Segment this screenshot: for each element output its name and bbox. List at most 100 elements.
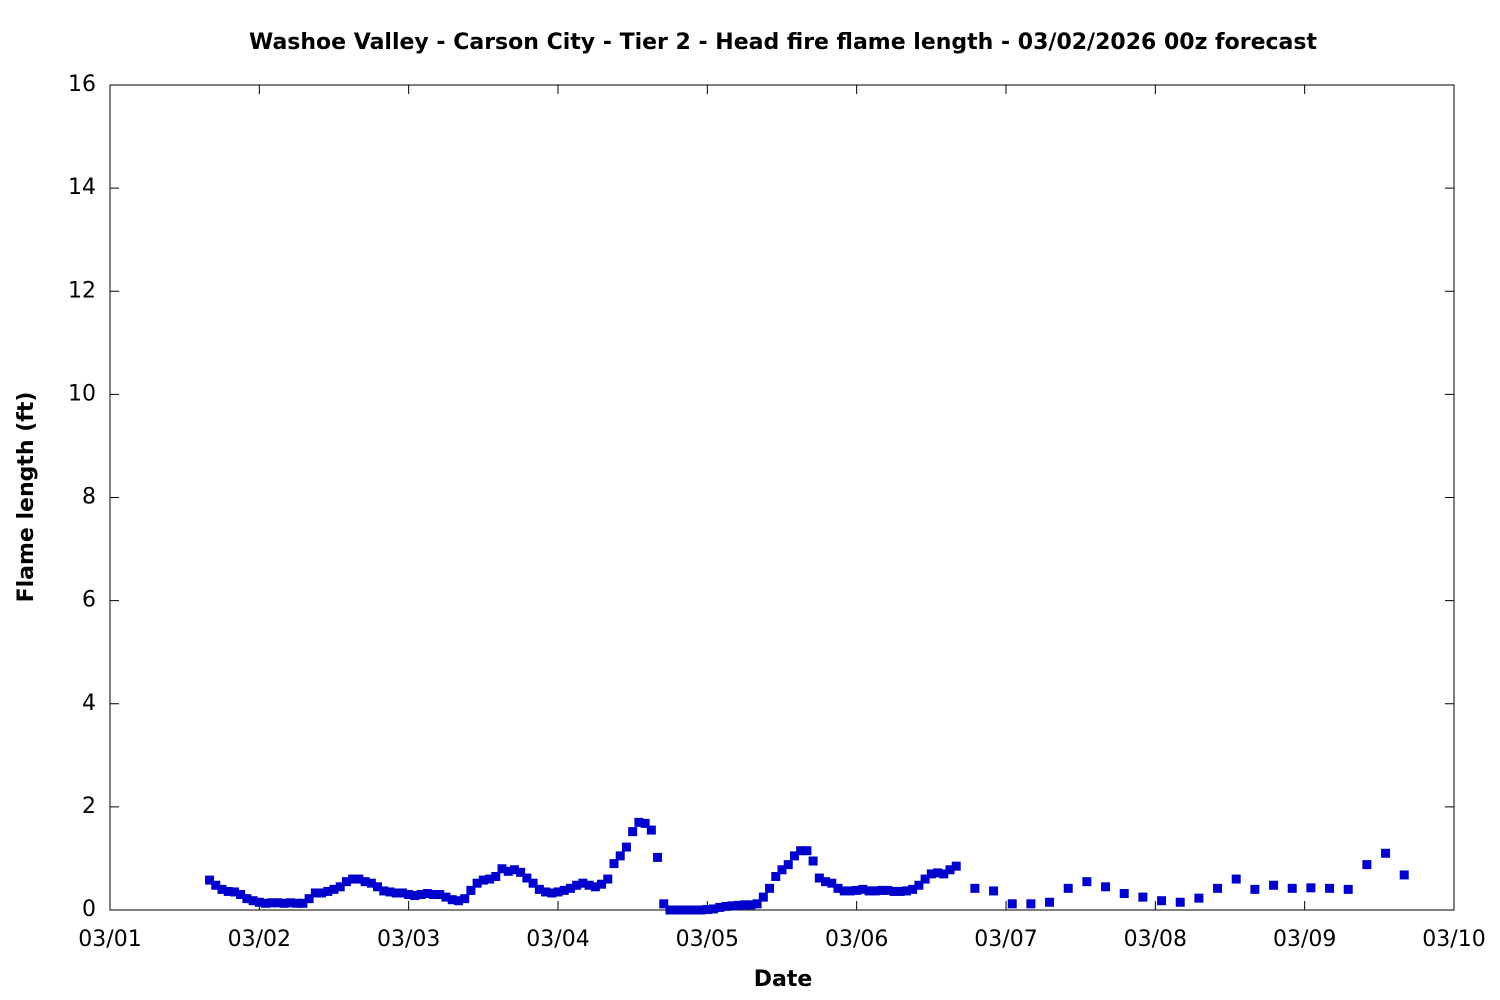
data-point: [883, 885, 893, 895]
data-point: [895, 886, 905, 896]
data-point: [279, 898, 289, 908]
x-tick-label: 03/02: [228, 927, 291, 952]
data-point: [267, 898, 277, 908]
data-point: [341, 877, 351, 887]
data-point: [565, 883, 575, 893]
data-point: [827, 878, 837, 888]
data-point: [1082, 877, 1092, 887]
data-point: [833, 883, 843, 893]
data-point: [659, 899, 669, 909]
data-point: [690, 905, 700, 915]
x-tick-label: 03/09: [1273, 927, 1336, 952]
data-point: [702, 904, 712, 914]
data-point: [777, 865, 787, 875]
data-point: [285, 898, 295, 908]
data-point: [360, 877, 370, 887]
data-point: [1101, 882, 1111, 892]
data-point: [211, 880, 221, 890]
data-point: [217, 884, 227, 894]
y-tick-label: 6: [82, 588, 96, 613]
data-point: [727, 901, 737, 911]
data-point: [391, 888, 401, 898]
chart-title: Washoe Valley - Carson City - Tier 2 - H…: [249, 30, 1318, 55]
data-point: [590, 882, 600, 892]
data-point: [261, 898, 271, 908]
data-point: [348, 874, 358, 884]
y-tick-label: 10: [68, 381, 96, 406]
data-point: [709, 904, 719, 914]
data-point: [1063, 883, 1073, 893]
y-tick-label: 2: [82, 794, 96, 819]
data-point: [939, 869, 949, 879]
data-point: [248, 896, 258, 906]
data-point: [864, 886, 874, 896]
data-point: [1343, 884, 1353, 894]
data-point: [572, 880, 582, 890]
data-point: [559, 885, 569, 895]
data-point: [298, 898, 308, 908]
data-point: [889, 886, 899, 896]
data-point: [783, 860, 793, 870]
data-point: [1362, 860, 1372, 870]
data-point: [646, 825, 656, 835]
data-point: [852, 885, 862, 895]
data-point: [435, 890, 445, 900]
data-point: [385, 887, 395, 897]
data-point: [1325, 883, 1335, 893]
data-point: [933, 868, 943, 878]
x-tick-label: 03/05: [676, 927, 739, 952]
data-point: [547, 888, 557, 898]
data-point: [1306, 883, 1316, 893]
data-point: [721, 901, 731, 911]
data-point: [808, 856, 818, 866]
data-point: [821, 877, 831, 887]
x-tick-label: 03/10: [1422, 927, 1485, 952]
data-point: [758, 892, 768, 902]
data-point: [877, 885, 887, 895]
data-point: [640, 818, 650, 828]
data-point: [1269, 880, 1279, 890]
data-point: [522, 873, 532, 883]
data-point: [665, 905, 675, 915]
data-point: [485, 874, 495, 884]
y-tick-label: 0: [82, 897, 96, 922]
data-point: [416, 890, 426, 900]
data-point: [908, 884, 918, 894]
data-point: [236, 890, 246, 900]
data-point: [789, 851, 799, 861]
data-point: [335, 882, 345, 892]
data-point: [733, 900, 743, 910]
data-point: [1213, 883, 1223, 893]
data-point: [845, 886, 855, 896]
data-point: [323, 886, 333, 896]
data-point: [1287, 883, 1297, 893]
data-point: [366, 878, 376, 888]
data-point: [310, 888, 320, 898]
data-point: [951, 861, 961, 871]
data-point: [584, 880, 594, 890]
data-point: [715, 902, 725, 912]
data-point: [1157, 896, 1167, 906]
data-point: [926, 869, 936, 879]
data-point: [1399, 870, 1409, 880]
data-point: [429, 890, 439, 900]
data-point: [453, 896, 463, 906]
data-point: [858, 884, 868, 894]
data-point: [945, 865, 955, 875]
data-point: [870, 886, 880, 896]
data-point: [229, 887, 239, 897]
data-point: [970, 883, 980, 893]
data-point: [541, 887, 551, 897]
data-point: [404, 890, 414, 900]
y-tick-label: 14: [68, 175, 96, 200]
data-point: [901, 886, 911, 896]
y-tick-label: 12: [68, 278, 96, 303]
data-point: [478, 875, 488, 885]
data-point: [802, 846, 812, 856]
y-tick-label: 4: [82, 691, 96, 716]
data-point: [1007, 899, 1017, 909]
data-point: [920, 874, 930, 884]
data-point: [491, 871, 501, 881]
data-point: [304, 894, 314, 904]
